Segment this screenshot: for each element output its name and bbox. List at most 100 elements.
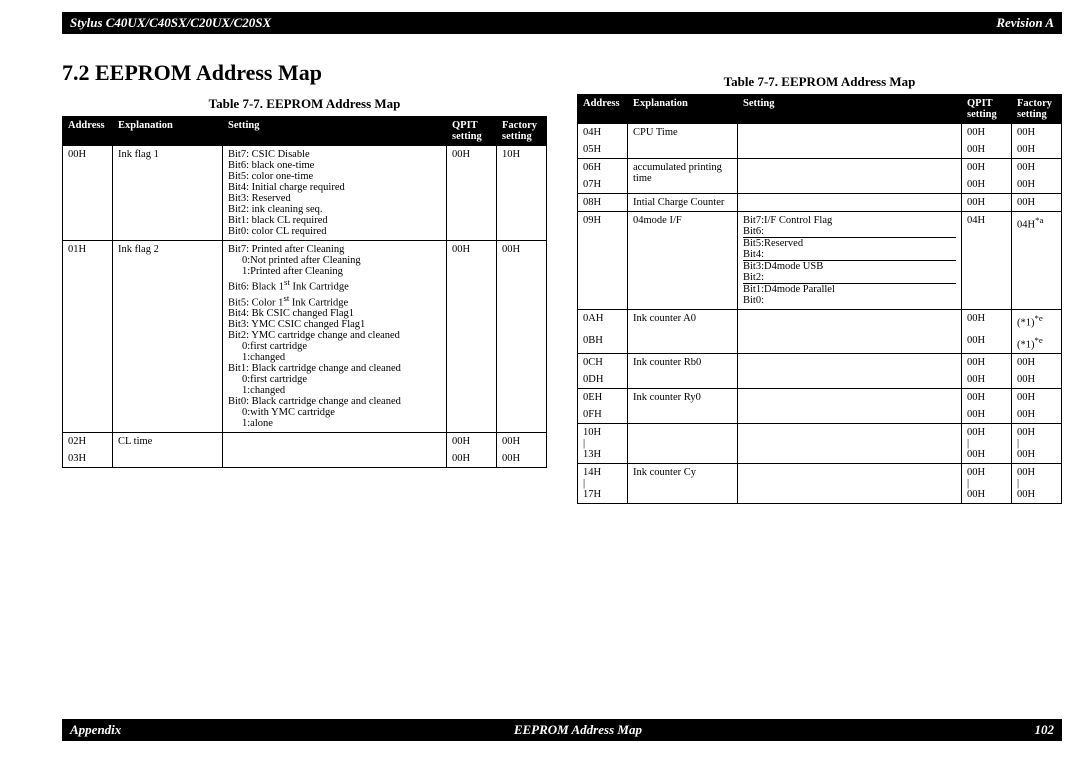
table-row: 08HIntial Charge Counter 00H00H	[578, 194, 1062, 212]
table-row: 0DH00H00H	[578, 371, 1062, 389]
cell-explanation: Ink flag 2	[113, 241, 223, 433]
cell-address: 04H	[578, 124, 628, 142]
cell-address: 14H |17H	[578, 464, 628, 504]
cell-explanation: CPU Time	[628, 124, 738, 142]
table-row: 03H 00H00H	[63, 450, 547, 468]
table-row: 0EHInk counter Ry000H00H	[578, 389, 1062, 407]
footer-center: EEPROM Address Map	[121, 722, 1034, 738]
cell-factory: 00H	[497, 241, 547, 433]
cell-address: 03H	[63, 450, 113, 468]
col-setting: Setting	[738, 95, 962, 124]
cell-setting	[223, 433, 447, 451]
col-address: Address	[63, 117, 113, 146]
cell-setting	[738, 176, 962, 194]
col-explanation: Explanation	[113, 117, 223, 146]
footer-right: 102	[1035, 722, 1055, 738]
table-row: 0CHInk counter Rb000H00H	[578, 354, 1062, 372]
cell-setting	[738, 141, 962, 159]
cell-setting	[738, 194, 962, 212]
cell-setting	[738, 332, 962, 354]
cell-address: 0AH	[578, 310, 628, 332]
table-row: 14H |17HInk counter Cy00H |00H00H |00H	[578, 464, 1062, 504]
eeprom-table-left: AddressExplanationSettingQPITsettingFact…	[62, 116, 547, 468]
cell-explanation	[628, 406, 738, 424]
cell-qpit: 00H	[962, 176, 1012, 194]
cell-factory: 00H	[497, 450, 547, 468]
cell-qpit: 00H	[962, 406, 1012, 424]
cell-qpit: 00H	[962, 371, 1012, 389]
table-row: 0BH 00H(*1)*e	[578, 332, 1062, 354]
col-setting: Setting	[223, 117, 447, 146]
cell-address: 0BH	[578, 332, 628, 354]
cell-explanation	[113, 450, 223, 468]
cell-address: 0FH	[578, 406, 628, 424]
footer-left: Appendix	[70, 722, 121, 738]
cell-setting	[223, 450, 447, 468]
table-row: 04HCPU Time 00H00H	[578, 124, 1062, 142]
cell-setting	[738, 159, 962, 177]
table-row: 0AHInk counter A000H(*1)*e	[578, 310, 1062, 332]
table-row: 06Haccumulated printing time00H00H	[578, 159, 1062, 177]
cell-factory: 00H	[1012, 124, 1062, 142]
cell-qpit: 00H	[962, 141, 1012, 159]
cell-qpit: 00H	[447, 450, 497, 468]
right-column: Table 7-7. EEPROM Address Map AddressExp…	[577, 44, 1062, 713]
cell-setting	[738, 124, 962, 142]
cell-setting	[738, 464, 962, 504]
header-left: Stylus C40UX/C40SX/C20UX/C20SX	[70, 15, 271, 31]
cell-setting: Bit7: Printed after Cleaning0:Not printe…	[223, 241, 447, 433]
table-row: 02HCL time00H00H	[63, 433, 547, 451]
table-row: 09H04mode I/FBit7:I/F Control FlagBit6:B…	[578, 212, 1062, 310]
cell-explanation: CL time	[113, 433, 223, 451]
cell-address: 00H	[63, 146, 113, 241]
cell-address: 10H |13H	[578, 424, 628, 464]
page-content: 7.2 EEPROM Address Map Table 7-7. EEPROM…	[62, 44, 1062, 713]
cell-setting	[738, 389, 962, 407]
header-right: Revision A	[996, 15, 1054, 31]
cell-qpit: 00H	[962, 159, 1012, 177]
table-caption-left: Table 7-7. EEPROM Address Map	[62, 96, 547, 112]
cell-factory: 00H	[1012, 371, 1062, 389]
cell-factory: 00H	[1012, 141, 1062, 159]
cell-factory: 00H	[1012, 406, 1062, 424]
cell-qpit: 00H	[447, 146, 497, 241]
cell-factory: 00H |00H	[1012, 464, 1062, 504]
cell-address: 05H	[578, 141, 628, 159]
cell-address: 06H	[578, 159, 628, 177]
table-row: 0FH 00H00H	[578, 406, 1062, 424]
footer-bar: Appendix EEPROM Address Map 102	[62, 719, 1062, 741]
cell-factory: (*1)*e	[1012, 310, 1062, 332]
cell-factory: 00H	[1012, 159, 1062, 177]
left-column: 7.2 EEPROM Address Map Table 7-7. EEPROM…	[62, 44, 547, 713]
cell-factory: 04H*a	[1012, 212, 1062, 310]
col-factory: Factorysetting	[1012, 95, 1062, 124]
table-row: 05H 00H00H	[578, 141, 1062, 159]
cell-factory: 00H	[1012, 389, 1062, 407]
cell-factory: 10H	[497, 146, 547, 241]
cell-address: 08H	[578, 194, 628, 212]
cell-qpit: 00H	[962, 332, 1012, 354]
cell-setting	[738, 354, 962, 372]
cell-address: 09H	[578, 212, 628, 310]
col-explanation: Explanation	[628, 95, 738, 124]
table-row: 00HInk flag 1Bit7: CSIC DisableBit6: bla…	[63, 146, 547, 241]
eeprom-table-right: AddressExplanationSettingQPITsettingFact…	[577, 94, 1062, 504]
cell-setting: Bit7:I/F Control FlagBit6:Bit5:ReservedB…	[738, 212, 962, 310]
cell-address: 02H	[63, 433, 113, 451]
cell-factory: 00H	[1012, 194, 1062, 212]
cell-factory: (*1)*e	[1012, 332, 1062, 354]
cell-explanation: Ink counter Ry0	[628, 389, 738, 407]
col-qpit: QPITsetting	[447, 117, 497, 146]
table-row: 10H |13H00H |00H00H |00H	[578, 424, 1062, 464]
col-factory: Factorysetting	[497, 117, 547, 146]
cell-factory: 00H	[1012, 354, 1062, 372]
cell-address: 0EH	[578, 389, 628, 407]
cell-explanation: Intial Charge Counter	[628, 194, 738, 212]
cell-setting	[738, 310, 962, 332]
cell-qpit: 00H	[962, 124, 1012, 142]
cell-explanation	[628, 141, 738, 159]
cell-qpit: 00H	[962, 354, 1012, 372]
cell-setting: Bit7: CSIC DisableBit6: black one-timeBi…	[223, 146, 447, 241]
cell-qpit: 00H	[962, 194, 1012, 212]
cell-qpit: 04H	[962, 212, 1012, 310]
